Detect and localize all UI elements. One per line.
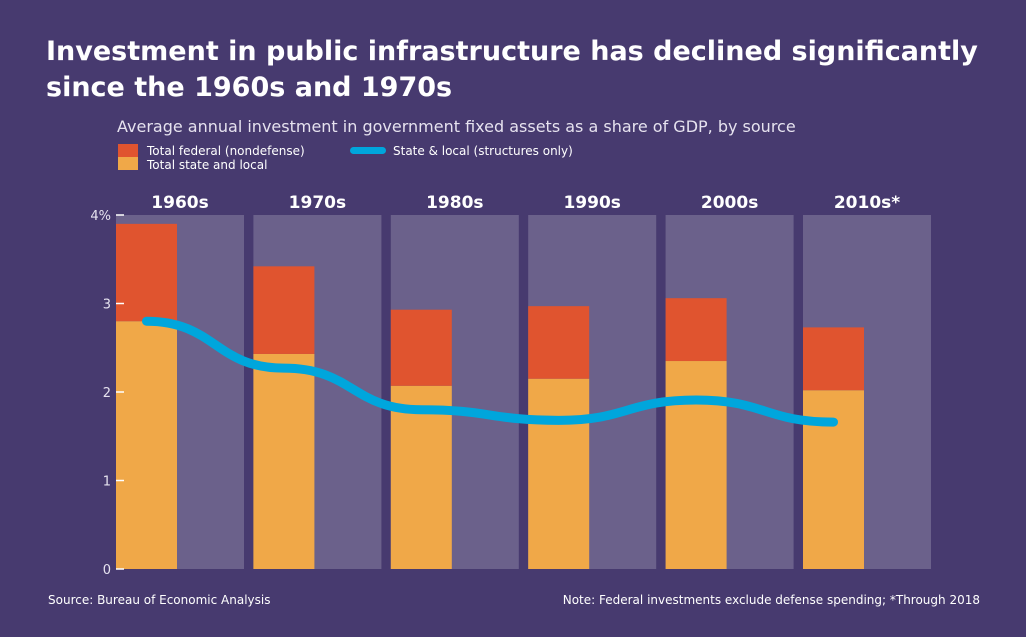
chart-title: Investment in public infrastructure has …: [46, 36, 978, 103]
category-label: 1980s: [426, 193, 483, 213]
y-tick-label: 2: [103, 386, 111, 401]
legend-swatch-structures: [350, 147, 386, 154]
legend-swatch-state-local: [118, 157, 138, 170]
bar-state-local: [253, 353, 315, 569]
category-label: 1970s: [289, 193, 346, 213]
y-tick-label: 1: [103, 475, 111, 490]
footnote: Note: Federal investments exclude defens…: [562, 593, 980, 607]
bar-state-local: [665, 361, 727, 569]
bar-federal: [253, 266, 315, 354]
category-label: 2010s*: [834, 193, 900, 213]
legend-label-state-local: Total state and local: [147, 158, 268, 172]
legend-swatch-federal: [118, 144, 138, 157]
legend-label-federal: Total federal (nondefense): [147, 144, 305, 158]
category-label: 1960s: [151, 193, 208, 213]
bar-federal: [803, 327, 864, 391]
bar-state-local: [116, 321, 177, 569]
bar-state-local: [528, 378, 590, 569]
bar-federal: [390, 309, 452, 386]
bar-federal: [116, 223, 177, 322]
bar-state-local: [390, 385, 452, 569]
bar-federal: [528, 306, 590, 379]
category-label: 1990s: [563, 193, 620, 213]
legend-label-structures: State & local (structures only): [393, 144, 573, 158]
category-label: 2000s: [701, 193, 758, 213]
y-tick-label: 4%: [90, 209, 111, 224]
source-note: Source: Bureau of Economic Analysis: [48, 593, 271, 607]
bar-federal: [665, 298, 727, 362]
y-tick-label: 3: [103, 298, 111, 313]
chart-subtitle: Average annual investment in government …: [117, 117, 796, 136]
line-structures: [142, 316, 838, 427]
y-tick-label: 0: [103, 563, 111, 578]
